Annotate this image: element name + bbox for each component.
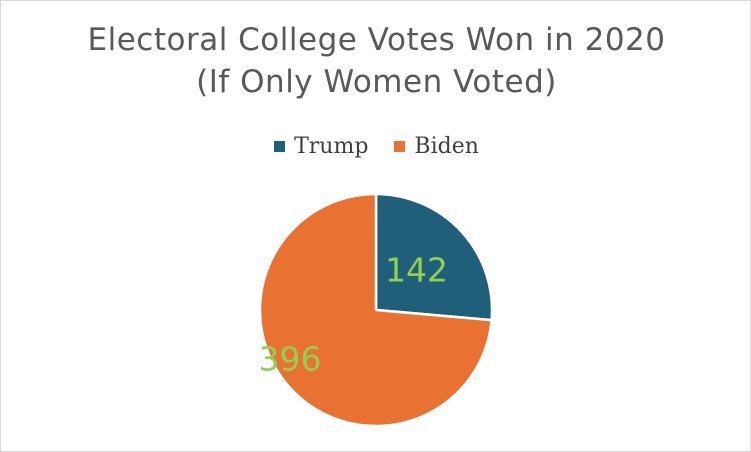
chart-title: Electoral College Votes Won in 2020 bbox=[87, 22, 666, 58]
pie-slice-biden bbox=[258, 192, 493, 428]
legend: Trump Biden bbox=[1, 134, 751, 159]
chart-subtitle: (If Only Women Voted) bbox=[196, 64, 557, 100]
legend-label-biden: Biden bbox=[414, 134, 479, 159]
data-label-trump: 142 bbox=[385, 250, 448, 289]
legend-swatch-biden bbox=[394, 141, 406, 152]
chart-title-block: Electoral College Votes Won in 2020 (If … bbox=[1, 19, 751, 103]
legend-item-trump: Trump bbox=[274, 134, 368, 159]
pie-slice-trump bbox=[374, 192, 494, 322]
legend-item-biden: Biden bbox=[394, 134, 479, 159]
data-label-biden: 396 bbox=[258, 340, 321, 379]
legend-label-trump: Trump bbox=[294, 134, 369, 159]
legend-swatch-trump bbox=[274, 141, 286, 152]
